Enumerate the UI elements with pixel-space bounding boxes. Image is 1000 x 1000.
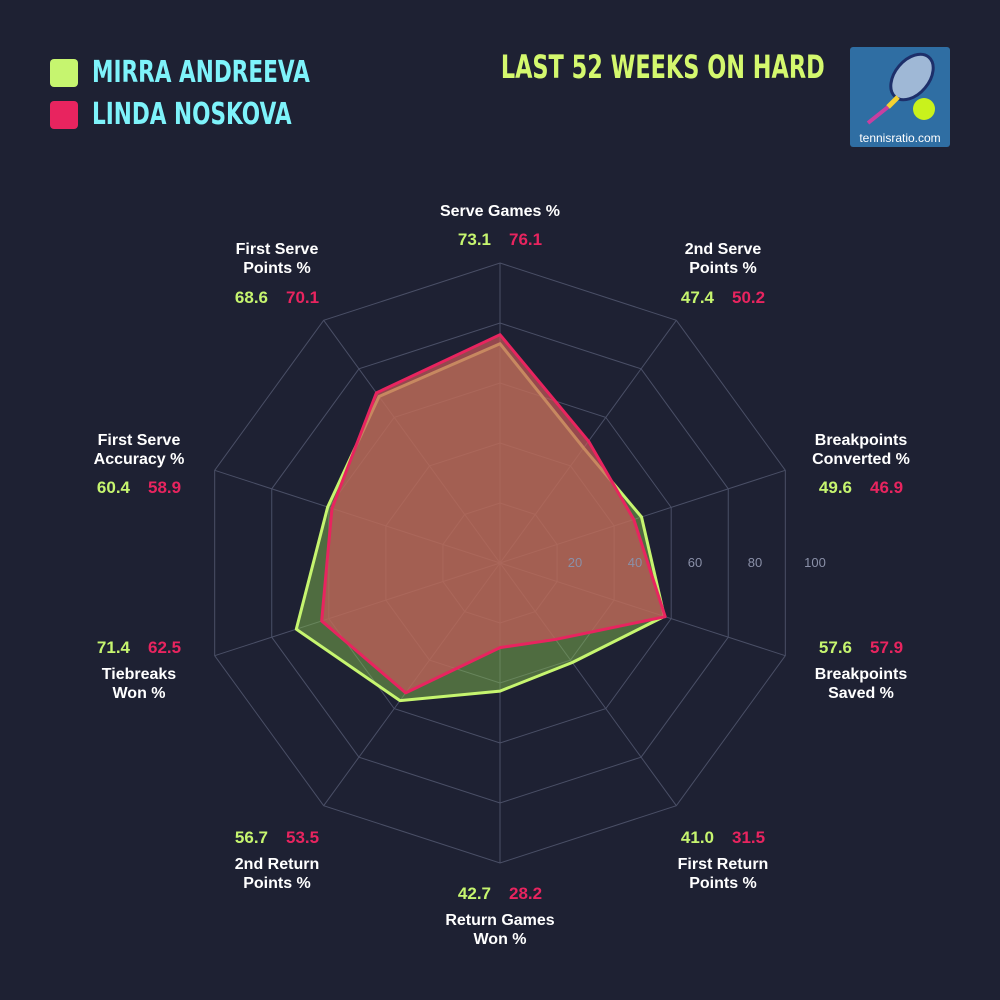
axis-label: Tiebreaks Won % — [101, 666, 177, 702]
axis-values: 56.7 53.5 — [235, 828, 319, 848]
series-polygon-1 — [320, 333, 667, 695]
data-label-0: 60.4 — [96, 478, 130, 497]
data-label-0: 56.7 — [234, 828, 268, 847]
axis-values: 47.4 50.2 — [681, 288, 765, 308]
data-label-0: 73.1 — [457, 230, 491, 249]
data-label-0: 49.6 — [818, 478, 852, 497]
axis-label: Return Games Won % — [445, 912, 555, 948]
data-label-1: 53.5 — [286, 828, 320, 847]
logo-text: tennisratio.com — [859, 131, 941, 145]
data-label-1: 58.9 — [148, 478, 182, 497]
legend-swatch — [50, 58, 78, 87]
data-label-0: 71.4 — [96, 638, 130, 657]
axis-values: 73.1 76.1 — [458, 230, 542, 250]
axis-values: 42.7 28.2 — [458, 884, 542, 904]
axis-values: 41.0 31.5 — [681, 828, 765, 848]
data-label-0: 47.4 — [680, 288, 714, 307]
axis-values: 60.4 58.9 — [97, 478, 181, 498]
data-label-1: 46.9 — [870, 478, 904, 497]
legend-label: MIRRA ANDREEVA — [92, 55, 310, 90]
axis-label: Breakpoints Saved % — [814, 666, 908, 702]
data-label-0: 68.6 — [234, 288, 268, 307]
tick-label: 80 — [747, 555, 763, 570]
axis-label: Breakpoints Converted % — [812, 432, 910, 468]
data-label-1: 50.2 — [732, 288, 766, 307]
axis-values: 71.4 62.5 — [97, 638, 181, 658]
tick-label: 20 — [567, 555, 583, 570]
data-label-0: 41.0 — [680, 828, 714, 847]
tick-label: 40 — [627, 555, 643, 570]
chart-title: LAST 52 WEEKS ON HARD — [501, 48, 825, 86]
tick-label: 60 — [687, 555, 703, 570]
data-label-1: 31.5 — [732, 828, 766, 847]
data-label-1: 70.1 — [286, 288, 320, 307]
legend-item-mirra: MIRRA ANDREEVA — [50, 55, 395, 90]
axis-values: 68.6 70.1 — [235, 288, 319, 308]
legend-item-linda: LINDA NOSKOVA — [50, 97, 369, 132]
tick-label: 100 — [804, 555, 826, 570]
axis-values: 57.6 57.9 — [819, 638, 903, 658]
legend-label: LINDA NOSKOVA — [92, 97, 292, 132]
data-label-1: 28.2 — [509, 884, 543, 903]
legend-swatch — [50, 100, 78, 129]
racket-ball-icon — [866, 52, 935, 125]
axis-label: 2nd Serve Points % — [684, 241, 762, 277]
axis-values: 49.6 46.9 — [819, 478, 903, 498]
data-label-0: 57.6 — [818, 638, 852, 657]
data-label-0: 42.7 — [457, 884, 491, 903]
axis-label: First Return Points % — [677, 856, 769, 892]
data-label-1: 57.9 — [870, 638, 904, 657]
axis-label: Serve Games % — [439, 203, 561, 220]
data-label-1: 76.1 — [509, 230, 543, 249]
tennisratio-logo: tennisratio.com — [850, 47, 950, 147]
axis-label: First Serve Accuracy % — [93, 432, 185, 468]
data-label-1: 62.5 — [148, 638, 182, 657]
axis-label: First Serve Points % — [235, 241, 319, 277]
axis-label: 2nd Return Points % — [234, 856, 320, 892]
